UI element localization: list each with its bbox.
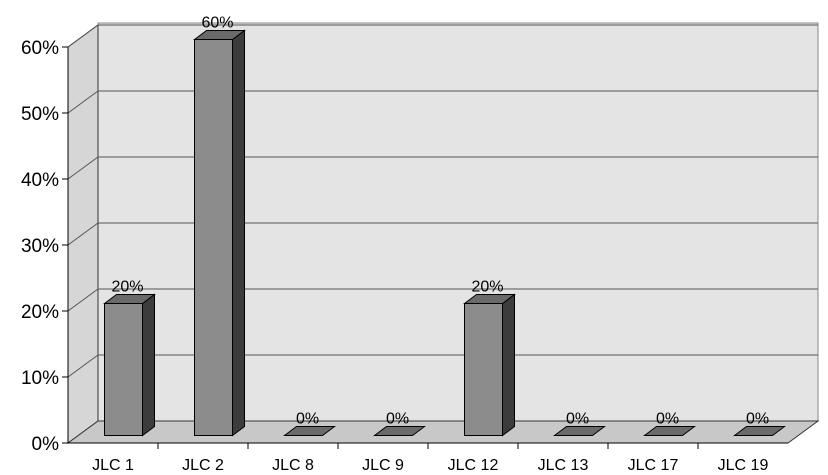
bar-top <box>283 426 336 436</box>
bars <box>103 29 786 437</box>
data-label: 20% <box>471 279 503 296</box>
gridline <box>67 222 818 246</box>
y-tick-label: 30% <box>21 236 59 257</box>
bar <box>553 426 606 436</box>
data-label: 0% <box>746 411 769 428</box>
data-label: 60% <box>201 15 233 32</box>
x-tick-label: JLC 17 <box>628 457 679 474</box>
gridline <box>67 24 818 48</box>
y-tick-label: 20% <box>21 302 59 323</box>
data-label: 0% <box>566 411 589 428</box>
floor <box>66 420 820 444</box>
data-label: 0% <box>656 411 679 428</box>
bar-top <box>193 30 246 40</box>
y-tick-label: 60% <box>21 38 59 59</box>
bar <box>643 426 696 436</box>
data-label: 0% <box>386 411 409 428</box>
y-tick-label: 50% <box>21 104 59 125</box>
bar <box>733 426 786 436</box>
gridline <box>67 354 818 378</box>
bar-top <box>103 294 156 304</box>
bar-top <box>553 426 606 436</box>
y-tick-label: 0% <box>32 434 60 455</box>
gridline <box>67 288 818 312</box>
y-tick-label: 10% <box>21 368 59 389</box>
bar-top <box>733 426 786 436</box>
x-tick-label: JLC 19 <box>718 457 769 474</box>
gridlines <box>67 24 818 378</box>
bar-front <box>104 303 143 436</box>
bar-top <box>643 426 696 436</box>
x-tick-label: JLC 2 <box>182 457 224 474</box>
bar-top <box>373 426 426 436</box>
data-label: 0% <box>296 411 319 428</box>
x-tick-label: JLC 1 <box>92 457 134 474</box>
gridline <box>67 90 818 114</box>
bar-side <box>232 29 245 437</box>
bar-front <box>194 39 233 436</box>
x-axis: JLC 1 JLC 2 JLC 8 JLC 9 JLC 12 JLC 13 JLC 17 JL… <box>68 442 788 474</box>
data-label: 20% <box>111 279 143 296</box>
bar-front <box>464 303 503 436</box>
x-tick-label: JLC 8 <box>272 457 314 474</box>
y-axis: 0% 10% 20% 30% 40% 50% 60% <box>21 38 69 455</box>
bar-side <box>502 293 515 437</box>
bar <box>463 293 516 437</box>
bar <box>373 426 426 436</box>
chart-walls <box>66 22 820 444</box>
bar-top <box>463 294 516 304</box>
bar <box>283 426 336 436</box>
bar <box>103 293 156 437</box>
bar-side <box>142 293 155 437</box>
bar <box>193 29 246 437</box>
gridline <box>67 156 818 180</box>
y-tick-label: 40% <box>21 170 59 191</box>
x-tick-label: JLC 13 <box>538 457 589 474</box>
x-tick-label: JLC 12 <box>448 457 499 474</box>
x-tick-label: JLC 9 <box>362 457 404 474</box>
data-labels: 20% 60% 0% 0% 20% 0% 0% 0% <box>111 15 769 428</box>
